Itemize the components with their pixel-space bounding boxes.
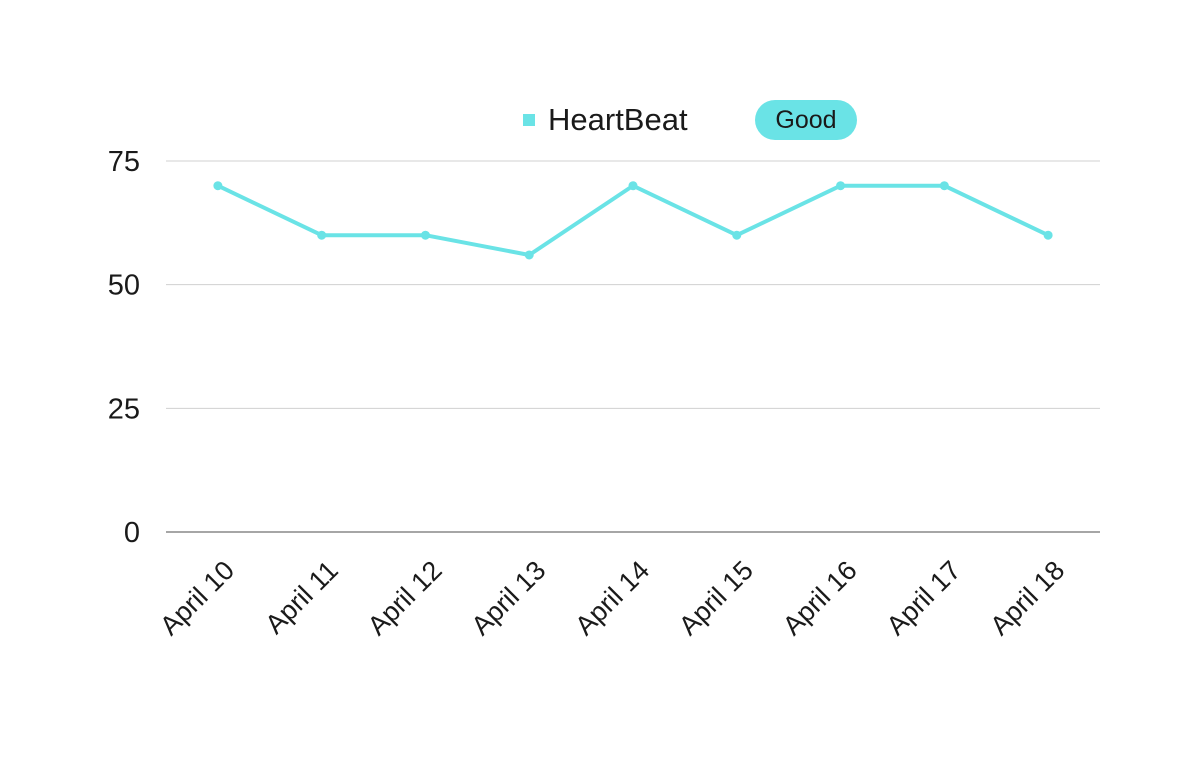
data-point: [836, 181, 846, 191]
legend: HeartBeat: [523, 100, 688, 140]
legend-swatch-heartbeat: [523, 114, 535, 126]
x-tick-label: April 12: [362, 555, 448, 641]
status-badge: Good: [755, 100, 857, 140]
data-point: [420, 230, 430, 240]
x-tick-label: April 10: [154, 555, 240, 641]
x-tick-label: April 15: [673, 555, 759, 641]
data-point: [524, 250, 534, 260]
y-tick-label: 50: [108, 270, 140, 302]
legend-label-heartbeat: HeartBeat: [548, 102, 688, 137]
series-line-heartbeat: [215, 183, 1051, 257]
data-point: [1043, 230, 1053, 240]
data-point: [939, 181, 949, 191]
data-point: [317, 230, 327, 240]
x-tick-label: April 11: [259, 555, 344, 640]
y-tick-label: 75: [108, 146, 140, 178]
x-tick-label: April 16: [777, 555, 863, 641]
y-tick-label: 0: [124, 517, 140, 549]
y-tick-label: 25: [108, 393, 140, 425]
x-tick-label: April 17: [881, 555, 967, 641]
data-point: [732, 230, 742, 240]
x-tick-label: April 14: [569, 555, 655, 641]
data-point: [628, 181, 638, 191]
x-tick-label: April 13: [466, 555, 552, 641]
x-tick-label: April 18: [984, 555, 1070, 641]
data-point: [213, 181, 223, 191]
